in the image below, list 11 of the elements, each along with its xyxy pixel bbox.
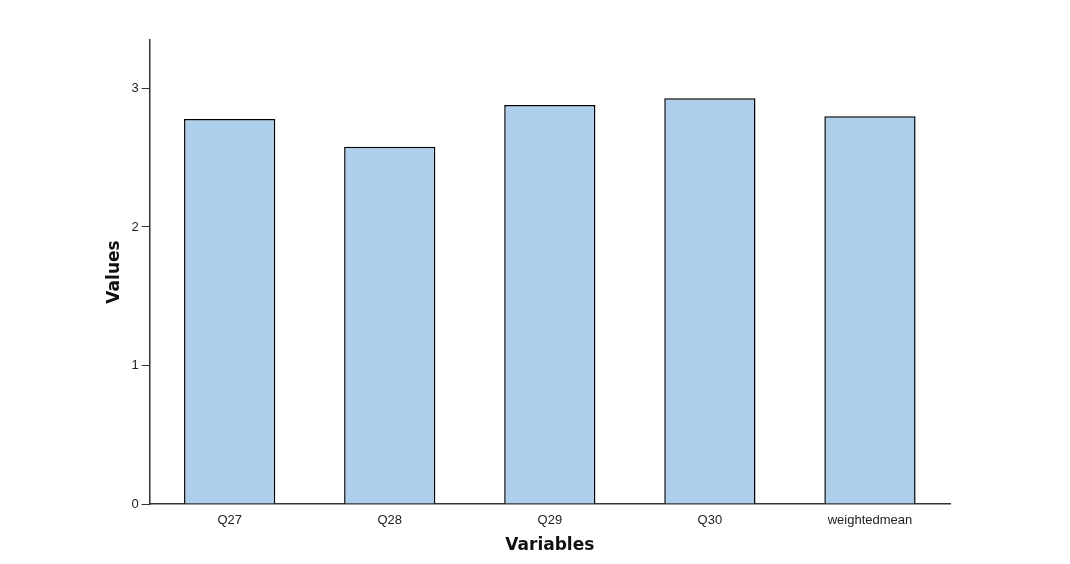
x-tick-label: weightedmean — [826, 512, 913, 528]
x-tick-label: Q29 — [537, 512, 563, 528]
y-tick-label: 1 — [131, 357, 139, 373]
x-tick-label: Q27 — [217, 512, 242, 528]
x-axis-title: Variables — [505, 534, 595, 555]
y-axis-title: Values — [102, 240, 123, 304]
y-tick-label: 3 — [131, 80, 139, 96]
x-tick-label: Q30 — [697, 512, 723, 528]
y-tick-label: 0 — [131, 495, 139, 511]
x-tick-label: Q28 — [377, 512, 403, 528]
y-tick-label: 2 — [131, 218, 139, 234]
